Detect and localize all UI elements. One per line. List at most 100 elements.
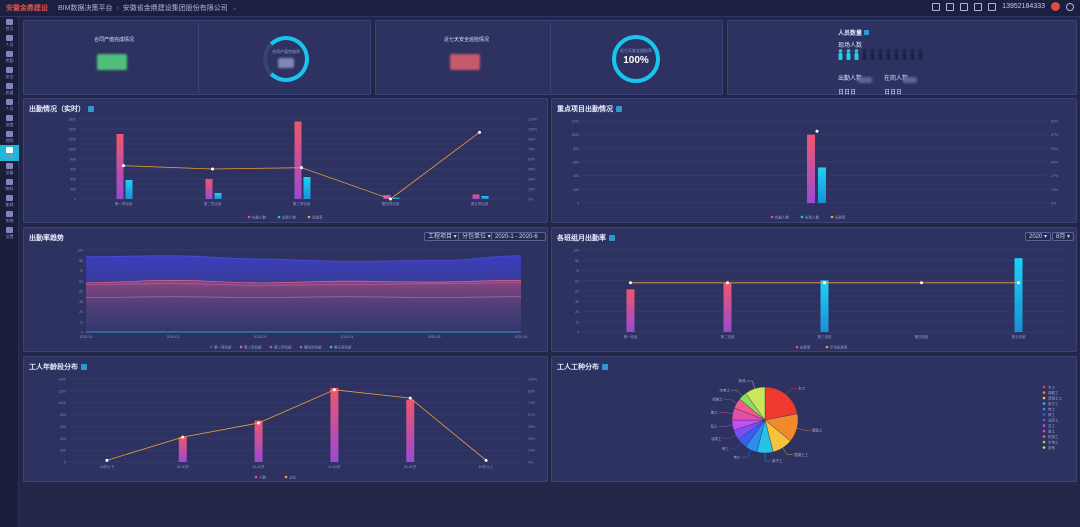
info-icon[interactable]: [88, 106, 94, 113]
y2-tick-label: 15%: [528, 188, 535, 192]
legend-marker: [795, 345, 799, 349]
bar-count: [254, 420, 263, 462]
monitor-icon[interactable]: [932, 2, 941, 11]
sidebar-item-label: 人员: [5, 105, 14, 111]
y-tick-label: 13: [79, 320, 83, 324]
sidebar-item[interactable]: 设备: [0, 161, 19, 177]
avatar[interactable]: [1051, 2, 1060, 11]
y2-tick-label: 29%: [528, 437, 535, 441]
pie-label: 焊工: [722, 446, 730, 451]
legend-marker: [1042, 446, 1046, 449]
pie-label: 混凝土工: [794, 452, 809, 457]
y2-tick-label: 90%: [528, 138, 535, 142]
y-tick-label: 75: [575, 269, 579, 273]
message-icon[interactable]: [988, 2, 997, 11]
bar-registered: [383, 195, 391, 199]
grid-icon[interactable]: [946, 2, 955, 11]
sidebar-item[interactable]: 环境: [0, 145, 19, 161]
sidebar-item[interactable]: 能耗: [0, 193, 19, 209]
legend-marker: [269, 345, 273, 349]
sidebar-item[interactable]: 系统: [0, 209, 19, 225]
y-tick-label: 25: [575, 310, 579, 314]
info-icon[interactable]: [864, 30, 870, 35]
pie-leader-line: [796, 428, 811, 431]
y-tick-label: 13: [575, 320, 579, 324]
panel-title: 重点项目出勤情况: [557, 104, 622, 114]
y-tick-label: 1000: [571, 133, 579, 137]
legend-marker: [800, 215, 804, 219]
x-tick-label: 2020-01: [80, 335, 93, 339]
chevron-down-icon[interactable]: ⌄: [231, 5, 238, 12]
sidebar-item-label: 进度: [5, 121, 14, 127]
x-tick-label: 第二项目部: [204, 201, 222, 206]
sidebar-item[interactable]: 人员: [0, 33, 19, 49]
info-icon[interactable]: [609, 235, 615, 242]
sidebar-item[interactable]: 首页: [0, 17, 19, 33]
bar-attendance: [818, 167, 826, 203]
legend-marker: [247, 215, 251, 219]
bar-registered: [807, 134, 815, 203]
legend-label: 第二项目部: [244, 344, 262, 349]
contract-ring-value-blurred: [278, 58, 294, 68]
year-select[interactable]: 2020 ▾: [1025, 232, 1052, 241]
bar-attendance: [303, 177, 311, 199]
line-point: [823, 281, 826, 285]
y-tick-label: 50: [79, 290, 83, 294]
y-tick-label: 800: [573, 147, 579, 151]
legend-marker: [825, 345, 829, 349]
panel-attendance-trend: 出勤率趋势 工程项目 ▾ 分包单位 ▾ 2020-1 - 2020-6 0 13 2…: [23, 227, 548, 352]
y2-tick-label: 57%: [528, 413, 535, 417]
sidebar-icon: [6, 210, 13, 217]
pie-leader-line: [746, 380, 755, 389]
gear-icon[interactable]: [960, 2, 969, 11]
y-tick-label: 0: [74, 198, 76, 202]
y-tick-label: 0: [64, 461, 66, 465]
line-point: [105, 458, 109, 462]
sidebar-item[interactable]: 设置: [0, 225, 19, 241]
line-point: [726, 281, 729, 285]
y2-tick-label: 14%: [528, 449, 535, 453]
sidebar-icon: [6, 114, 13, 121]
legend-label: 第五项目部: [334, 344, 352, 349]
person-icon: [918, 49, 923, 60]
bar-attendance: [392, 197, 400, 199]
platform-name[interactable]: BIM数据决策平台: [58, 5, 113, 12]
line-point: [332, 388, 336, 392]
sidebar-item[interactable]: 质量: [0, 81, 19, 97]
bar-attendance-rate: [1014, 258, 1023, 332]
sidebar-item[interactable]: 安全: [0, 65, 19, 81]
y-tick-label: 88: [79, 259, 83, 263]
sidebar-icon: [6, 194, 13, 201]
y2-tick-label: 40%: [1051, 161, 1058, 165]
legend-label: 钢筋工: [1048, 390, 1059, 395]
bar-attendance-rate: [723, 282, 732, 332]
x-tick-label: 51-60岁: [404, 464, 417, 469]
help-icon[interactable]: [1066, 2, 1074, 11]
recent-ring-label: 近七天安全巡检率: [620, 48, 652, 53]
month-select[interactable]: 8月 ▾: [1052, 232, 1075, 241]
info-icon[interactable]: [616, 106, 622, 113]
sidebar-item[interactable]: 考勤: [0, 49, 19, 65]
legend-marker: [770, 215, 774, 219]
sidebar-icon: [6, 178, 13, 185]
date-range-picker[interactable]: 2020-1 - 2020-6: [491, 232, 546, 241]
company-name[interactable]: 安徽省金鼎建设集团股份有限公司: [122, 5, 228, 12]
sidebar-item-label: 设备: [5, 169, 14, 175]
legend-label: 架子工: [1048, 401, 1059, 406]
recent-value-blurred: [450, 54, 480, 70]
user-phone[interactable]: 13952184333: [1002, 3, 1045, 10]
info-icon[interactable]: [81, 364, 87, 371]
divider: [550, 23, 551, 93]
info-icon[interactable]: [602, 364, 608, 371]
person-icon: [862, 49, 867, 60]
onsite-label: 现场人数: [838, 43, 863, 49]
x-tick-label: 第五项目部: [471, 201, 489, 206]
panel-title: 工人年龄段分布: [29, 362, 87, 372]
sidebar-item[interactable]: 视频: [0, 129, 19, 145]
sidebar-item[interactable]: 人员: [0, 97, 19, 113]
sidebar-item-label: 物料: [5, 185, 14, 191]
contract-ring-label: 合同产值完成率: [272, 49, 300, 54]
home-icon[interactable]: [974, 2, 983, 11]
sidebar-item[interactable]: 物料: [0, 177, 19, 193]
sidebar-item[interactable]: 进度: [0, 113, 19, 129]
